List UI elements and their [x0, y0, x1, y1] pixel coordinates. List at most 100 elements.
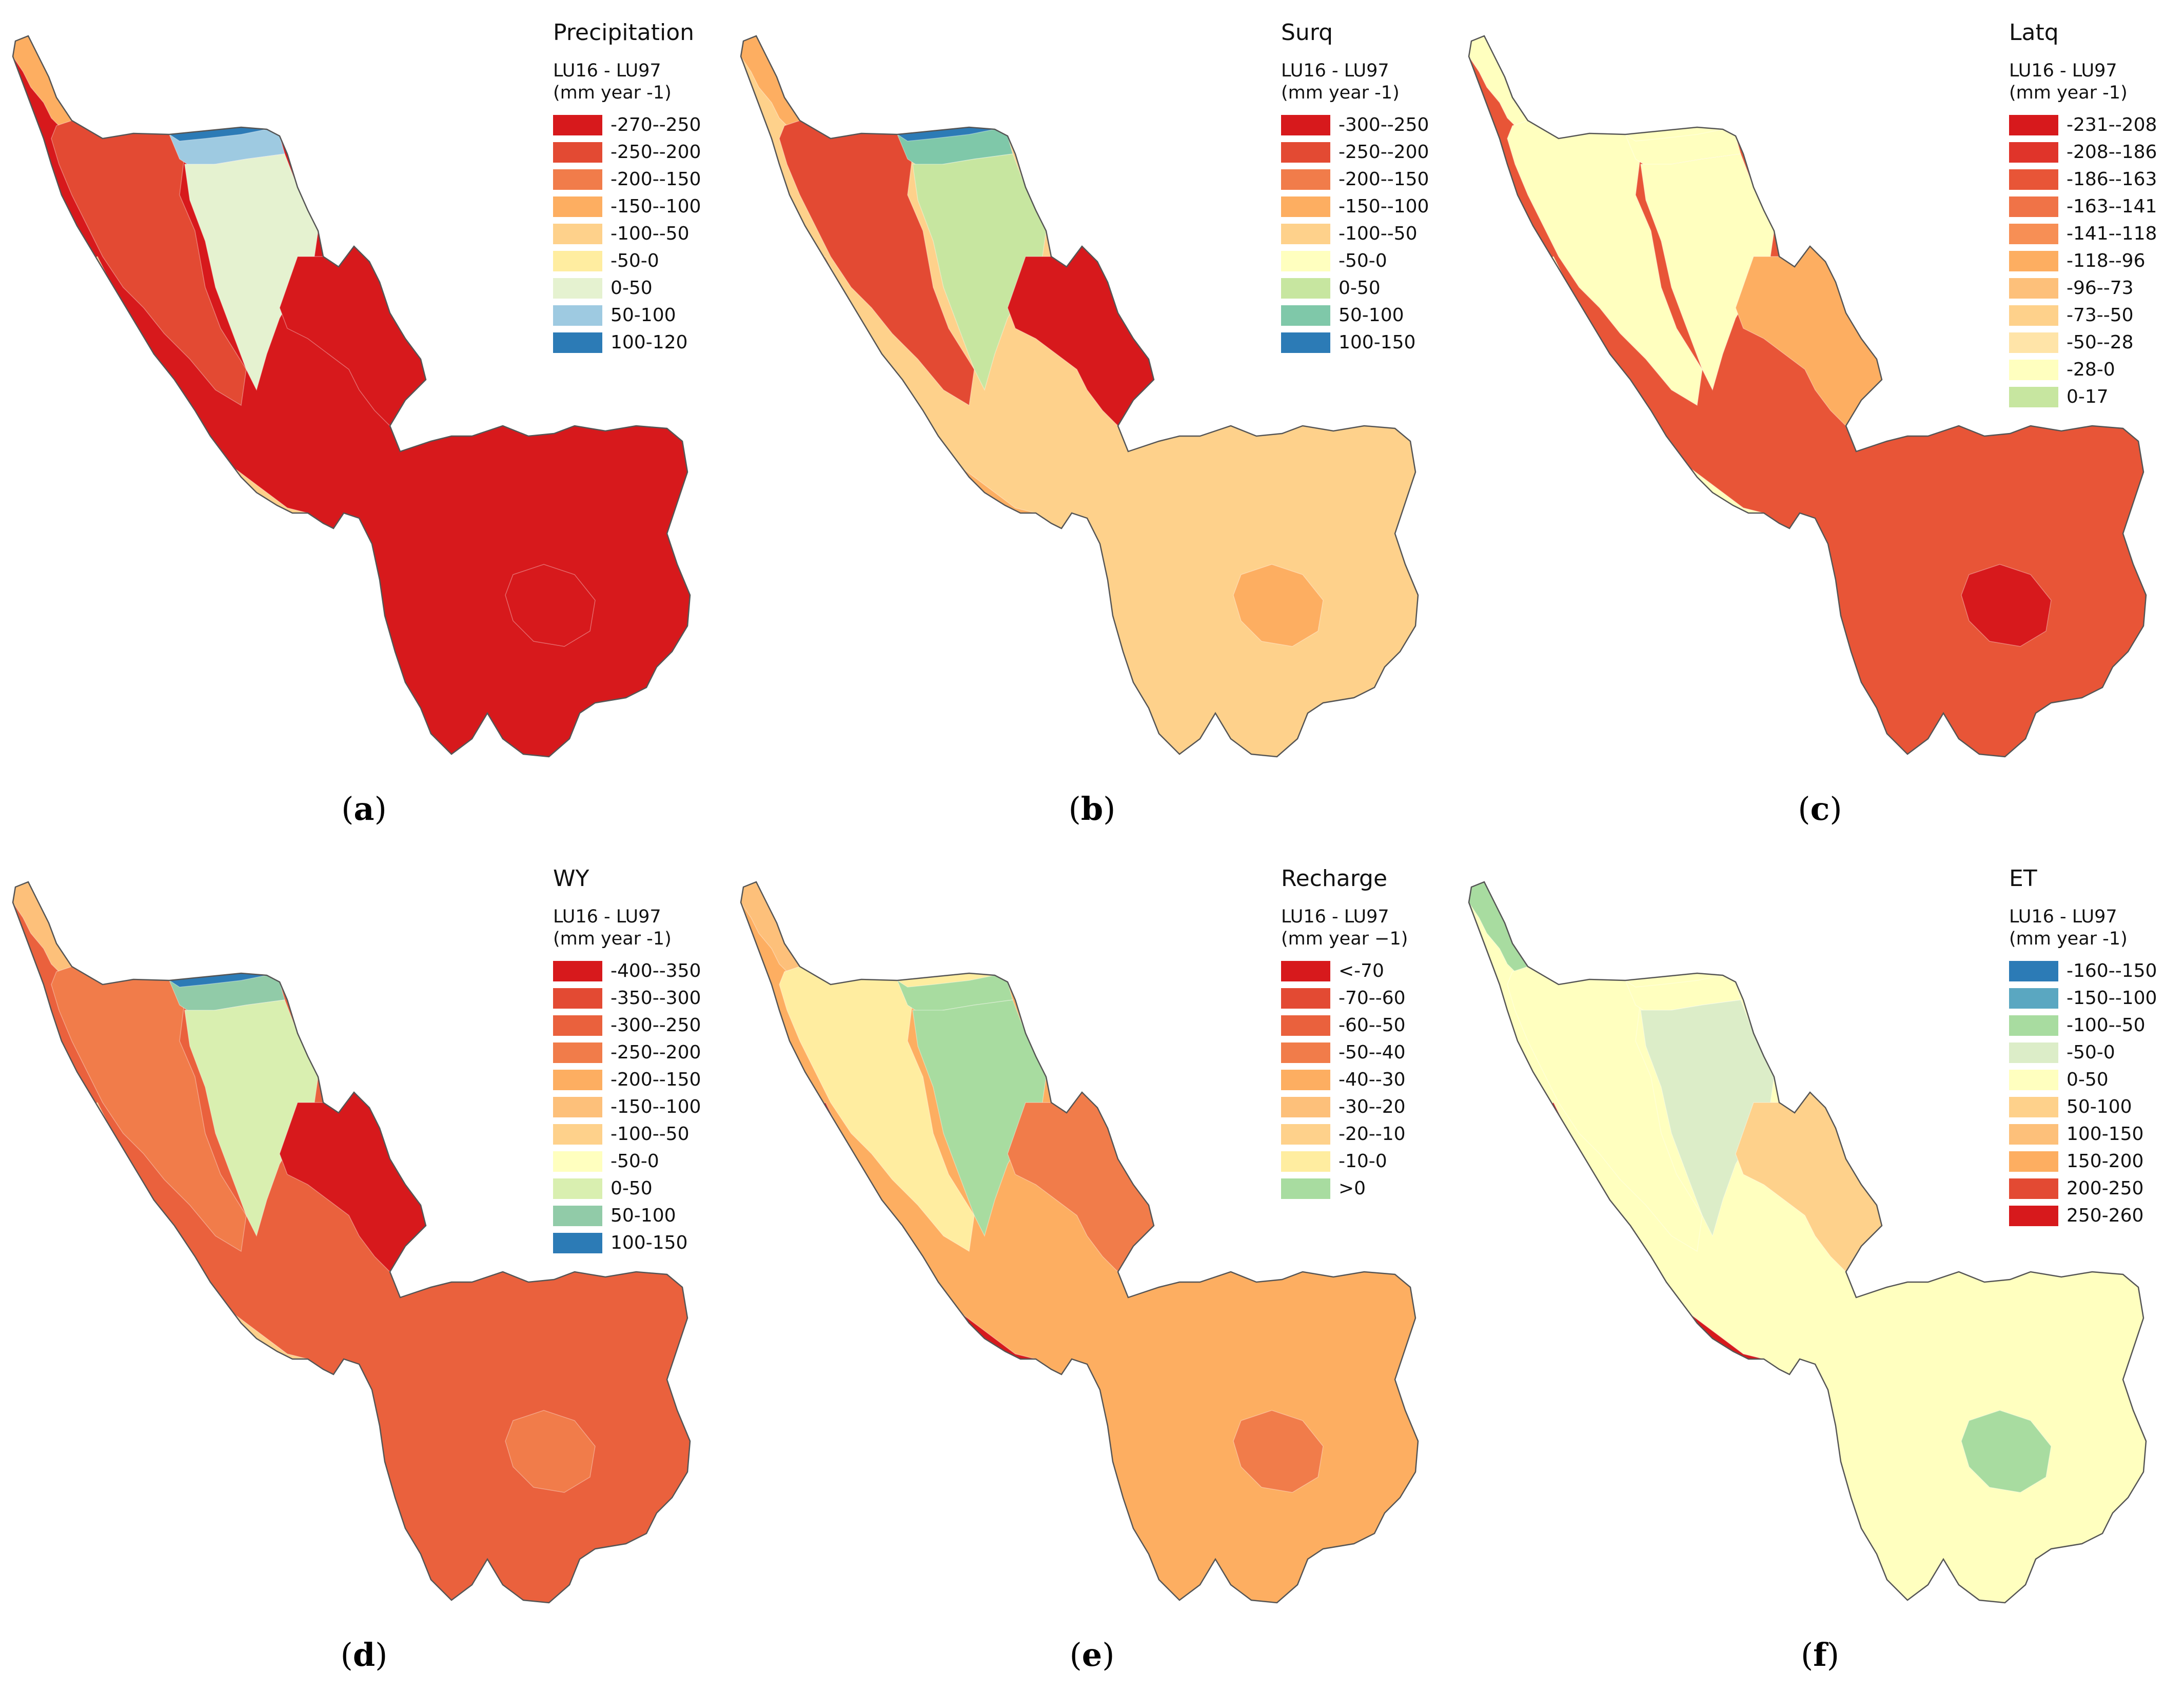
legend-swatch	[553, 1178, 602, 1199]
legend-swatch	[2009, 960, 2058, 981]
legend-label: -100--50	[611, 223, 690, 244]
legend-swatch	[2009, 169, 2058, 190]
legend-swatch	[2009, 223, 2058, 244]
legend-label: -400--350	[611, 960, 701, 981]
panel-letter: c	[1810, 790, 1830, 828]
legend-label: 150-200	[2067, 1151, 2144, 1172]
legend-swatch	[553, 1069, 602, 1090]
legend-title: WY	[553, 865, 589, 892]
legend-item: 0-50	[553, 274, 722, 302]
legend-swatch	[553, 1124, 602, 1145]
legend-label: -250--200	[611, 142, 701, 163]
legend-e: Recharge LU16 - LU97 (mm year −1) <-70 -70--…	[1281, 865, 1450, 1202]
legend-label: -50-0	[611, 250, 659, 271]
legend-label: -231--208	[2067, 114, 2157, 135]
legend-item: -50-0	[2009, 1039, 2178, 1066]
watershed-map-c	[1468, 35, 2147, 758]
legend-title: Surq	[1281, 19, 1333, 46]
legend-swatch	[553, 332, 602, 353]
legend-item: 0-50	[1281, 274, 1450, 302]
legend-label: -50-0	[1339, 250, 1387, 271]
legend-label: 50-100	[611, 305, 676, 326]
legend-d: WY LU16 - LU97 (mm year -1) -400--350 -350--…	[553, 865, 722, 1256]
legend-swatch	[1281, 169, 1330, 190]
legend-label: -250--200	[1339, 142, 1429, 163]
legend-item: -100--50	[553, 1120, 722, 1148]
legend-swatch	[1281, 278, 1330, 299]
panel-caption: (d)	[340, 1636, 388, 1674]
legend-swatch	[553, 1042, 602, 1063]
legend-label: -186--163	[2067, 169, 2157, 190]
legend-swatch	[1281, 305, 1330, 326]
legend-swatch	[1281, 114, 1330, 135]
legend-swatch	[1281, 1178, 1330, 1199]
legend-label: -200--150	[611, 1069, 701, 1090]
legend-label: -10-0	[1339, 1151, 1387, 1172]
legend-label: 0-50	[1339, 278, 1381, 299]
legend-subtitle1: LU16 - LU97	[2009, 61, 2117, 81]
legend-item: 100-150	[2009, 1120, 2178, 1148]
legend-swatch	[553, 142, 602, 163]
legend-swatch	[2009, 1096, 2058, 1117]
legend-item: -250--200	[1281, 139, 1450, 166]
legend-label: -50--40	[1339, 1042, 1406, 1063]
legend-label: -200--150	[1339, 169, 1429, 190]
legend-label: 100-120	[611, 332, 688, 353]
legend-subtitle1: LU16 - LU97	[1281, 61, 1389, 81]
legend-subtitle2: (mm year -1)	[2009, 83, 2128, 103]
legend-item: -28-0	[2009, 356, 2178, 383]
legend-item: -250--200	[553, 1039, 722, 1066]
legend-swatch	[1281, 250, 1330, 271]
legend-swatch	[2009, 1042, 2058, 1063]
legend-swatch	[553, 223, 602, 244]
legend-item: -200--150	[1281, 166, 1450, 193]
legend-label: -50--28	[2067, 332, 2134, 353]
legend-item: -50-0	[1281, 247, 1450, 274]
legend-item: -300--250	[1281, 111, 1450, 139]
legend-label: -150--100	[611, 196, 701, 217]
legend-label: 250-260	[2067, 1205, 2144, 1226]
legend-label: -40--30	[1339, 1069, 1406, 1090]
map-panel-b: Surq LU16 - LU97 (mm year -1) -300--250 -250…	[728, 0, 1456, 846]
legend-swatch	[1281, 960, 1330, 981]
legend-label: -350--300	[611, 988, 701, 1009]
legend-c: Latq LU16 - LU97 (mm year -1) -231--208 -208…	[2009, 19, 2178, 410]
legend-label: -250--200	[611, 1042, 701, 1063]
legend-label: -200--150	[611, 169, 701, 190]
legend-swatch	[1281, 142, 1330, 163]
legend-item: -150--100	[553, 1093, 722, 1120]
legend-item: 100-120	[553, 329, 722, 356]
legend-label: -60--50	[1339, 1015, 1406, 1036]
map-panel-e: Recharge LU16 - LU97 (mm year −1) <-70 -70--…	[728, 846, 1456, 1692]
panel-letter: b	[1080, 790, 1104, 828]
legend-item: >0	[1281, 1175, 1450, 1202]
legend-label: -300--250	[1339, 114, 1429, 135]
legend-item: 0-17	[2009, 383, 2178, 410]
legend-item: -50-0	[553, 247, 722, 274]
legend-item: -50--40	[1281, 1039, 1450, 1066]
legend-label: -100--50	[1339, 223, 1418, 244]
map-panel-c: Latq LU16 - LU97 (mm year -1) -231--208 -208…	[1456, 0, 2184, 846]
legend-item: -400--350	[553, 957, 722, 985]
legend-label: 100-150	[2067, 1124, 2144, 1145]
legend-subtitle1: LU16 - LU97	[553, 907, 661, 927]
legend-label: 0-50	[611, 1178, 653, 1199]
legend-item: -50-0	[553, 1148, 722, 1175]
legend-label: -141--118	[2067, 223, 2157, 244]
panel-letter: d	[352, 1636, 376, 1674]
legend-title: Precipitation	[553, 19, 695, 46]
legend-swatch	[1281, 1069, 1330, 1090]
legend-item: 0-50	[553, 1175, 722, 1202]
watershed-map-e	[740, 881, 1419, 1604]
legend-swatch	[553, 1232, 602, 1253]
legend-swatch	[1281, 196, 1330, 217]
panel-letter: e	[1081, 1636, 1103, 1674]
legend-swatch	[2009, 1015, 2058, 1036]
legend-subtitle1: LU16 - LU97	[2009, 907, 2117, 927]
legend-item: -60--50	[1281, 1012, 1450, 1039]
legend-item: 50-100	[553, 302, 722, 329]
legend-swatch	[1281, 223, 1330, 244]
legend-label: -118--96	[2067, 250, 2146, 271]
watershed-boundary	[12, 881, 691, 1604]
legend-label: -30--20	[1339, 1096, 1406, 1117]
